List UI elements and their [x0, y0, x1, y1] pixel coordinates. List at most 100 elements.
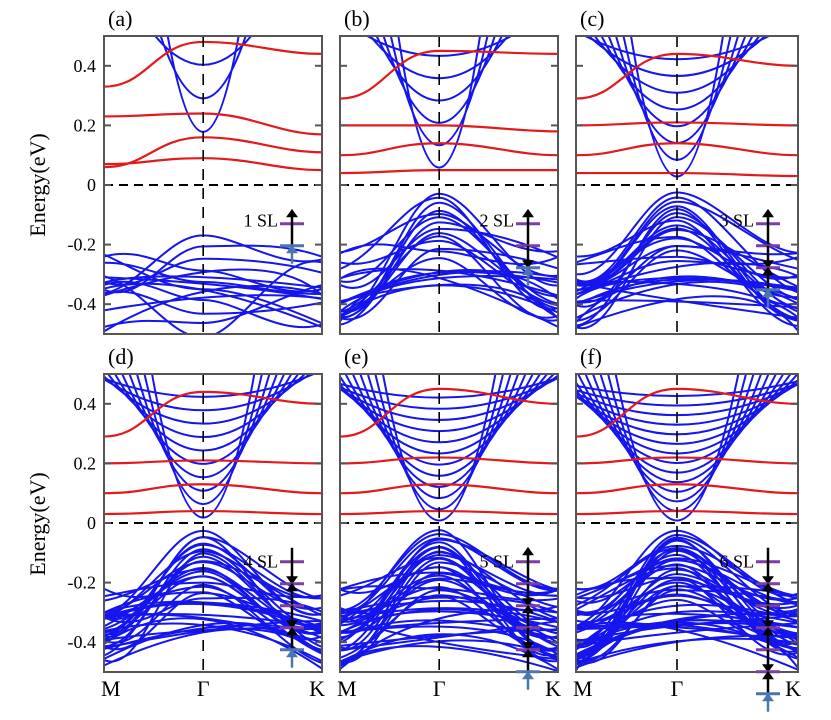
deep-band [104, 276, 322, 300]
xtick-label: Γ [197, 676, 210, 701]
xtick-label: K [309, 676, 325, 701]
red-band-4 [340, 387, 558, 438]
conduction-band [599, 374, 755, 503]
red-band-2 [340, 142, 558, 157]
ytick-label: 0.2 [74, 115, 97, 135]
arrow-down-head [762, 260, 774, 269]
conduction-band [576, 382, 798, 426]
panel-2: (b) 2 SL [339, 6, 559, 335]
conduction-band [576, 382, 798, 407]
valence-band [104, 596, 322, 624]
deep-band [340, 268, 558, 297]
valence-band [340, 595, 558, 652]
arrow-up-head [522, 648, 534, 658]
arrow-up-head [522, 670, 534, 680]
ytick-label: -0.4 [68, 632, 97, 652]
sl-label: 4 SL [243, 552, 278, 572]
deep-band [104, 601, 322, 622]
deep-band [104, 282, 322, 329]
arrow-up-head [762, 288, 774, 298]
y-axis-label-bottom: Energy(eV) [25, 472, 50, 575]
ytick-label: 0 [87, 513, 96, 533]
valence-band [576, 558, 798, 623]
deep-band [576, 280, 798, 319]
ytick-label: -0.4 [68, 294, 97, 314]
red-band-4 [576, 387, 798, 438]
red-band-3 [340, 124, 558, 133]
arrow-up-head [522, 208, 534, 218]
arrow-up-head [762, 626, 774, 636]
panel-label: (e) [344, 344, 368, 369]
arrow-down-head [522, 260, 534, 269]
deep-band [576, 280, 798, 319]
sl-label: 6 SL [719, 552, 754, 572]
red-band-1 [576, 509, 798, 516]
arrow-down-head [762, 664, 774, 673]
arrow-down-head [762, 576, 774, 585]
deep-band [340, 620, 558, 652]
sl-label: 3 SL [719, 211, 754, 231]
panel-label: (b) [344, 6, 370, 31]
conduction-band [397, 36, 482, 169]
valence-band [576, 567, 798, 639]
red-band-2 [576, 142, 798, 157]
red-band-3 [340, 456, 558, 465]
panel-label: (f) [580, 344, 602, 369]
ytick-label: 0.4 [74, 394, 97, 414]
ytick-label: -0.2 [68, 573, 97, 593]
red-band-4 [340, 49, 558, 100]
red-band-1 [340, 168, 558, 175]
arrow-down-head [522, 642, 534, 651]
deep-band [104, 623, 322, 651]
conduction-band [359, 374, 520, 488]
valence-band [576, 255, 798, 279]
deep-band [340, 625, 558, 656]
valence-band [104, 260, 322, 334]
sl-label: 1 SL [243, 211, 278, 231]
panel-5: (e) 5 SL M Γ K [337, 344, 561, 701]
valence-band [104, 261, 322, 295]
valence-band [576, 235, 798, 306]
xtick-label: K [785, 676, 801, 701]
plot-area [340, 36, 558, 328]
conduction-band [593, 36, 761, 94]
arrow-up-head [762, 208, 774, 218]
deep-band [576, 624, 798, 646]
deep-band [340, 617, 558, 634]
y-axis-label-top: Energy(eV) [25, 133, 50, 236]
arrow-up-head [286, 582, 298, 592]
deep-band [576, 295, 798, 332]
conduction-band [104, 374, 313, 412]
deep-band [340, 275, 558, 313]
panel-label: (c) [580, 6, 604, 31]
arrow-up-head [286, 244, 298, 254]
arrow-up-head [762, 266, 774, 276]
xtick-label: M [337, 676, 357, 701]
valence-band [340, 239, 558, 307]
panel-label: (a) [108, 6, 132, 31]
arrow-up-head [762, 582, 774, 592]
deep-band [340, 608, 558, 644]
deep-band [340, 607, 558, 624]
plot-area [576, 36, 798, 332]
deep-band [576, 281, 798, 319]
conduction-band [340, 376, 558, 410]
panel-6: (f) 6 SL M Γ K [573, 344, 801, 712]
arrow-up-head [522, 604, 534, 614]
valence-band [576, 581, 798, 652]
panel-4: 0.4 0.2 0 -0.2 -0.4 (d) 4 SL M Γ K [68, 344, 326, 701]
deep-band [576, 275, 798, 323]
valence-band [340, 538, 558, 633]
red-band-1 [576, 171, 798, 178]
red-band-2 [340, 483, 558, 495]
deep-band [576, 603, 798, 651]
arrow-up-head [762, 692, 774, 702]
ytick-label: -0.2 [68, 235, 97, 255]
deep-band [340, 599, 558, 623]
sl-label: 5 SL [479, 552, 514, 572]
arrow-down-head [286, 576, 298, 585]
red-band-2 [576, 483, 798, 495]
conduction-band [389, 36, 489, 146]
deep-band [104, 621, 322, 660]
